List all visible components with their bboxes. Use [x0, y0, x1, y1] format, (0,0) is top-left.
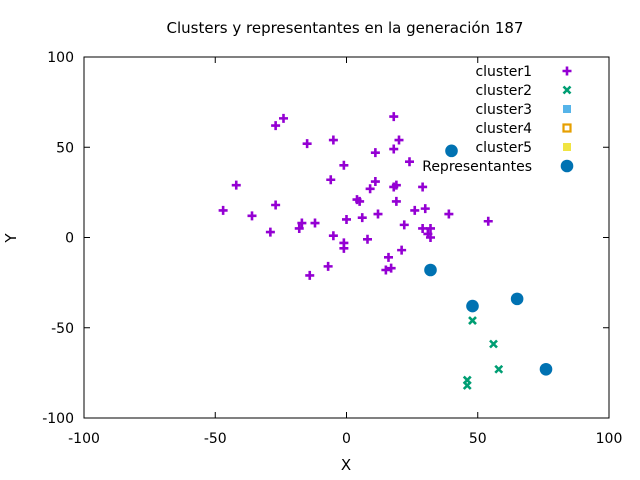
cluster1-point — [386, 263, 396, 273]
chart-title: Clusters y representantes en la generaci… — [167, 19, 524, 37]
legend-label: cluster5 — [475, 140, 532, 156]
legend-marker — [562, 123, 572, 133]
cluster1-point — [355, 196, 365, 206]
cluster1-point — [218, 205, 228, 215]
y-tick-label: 100 — [47, 50, 74, 66]
cluster1-point — [365, 184, 375, 194]
y-tick-label: -50 — [51, 321, 74, 337]
x-tick-label: -50 — [204, 431, 227, 447]
cluster1-point — [373, 209, 383, 219]
cluster1-point — [370, 148, 380, 158]
cluster1-point — [391, 196, 401, 206]
cluster1-point — [444, 209, 454, 219]
data-points — [218, 112, 553, 390]
cluster1-point — [370, 177, 380, 187]
series-cluster2 — [462, 316, 504, 390]
representantes-point — [539, 362, 553, 376]
x-tick-label: 0 — [342, 431, 351, 447]
x-axis-label: X — [341, 456, 351, 474]
legend-marker — [562, 85, 572, 95]
cluster1-point — [328, 135, 338, 145]
cluster1-point — [339, 160, 349, 170]
cluster1-point — [426, 223, 435, 233]
legend-label: cluster4 — [475, 121, 532, 137]
legend-marker — [563, 105, 571, 113]
cluster1-point — [328, 231, 338, 241]
cluster1-point — [418, 182, 428, 192]
cluster1-point — [397, 245, 407, 255]
cluster1-point — [294, 223, 304, 233]
cluster1-point — [297, 218, 307, 228]
cluster1-point — [389, 112, 399, 122]
cluster1-point — [426, 233, 435, 242]
cluster1-point — [342, 214, 351, 224]
cluster1-point — [271, 121, 281, 131]
cluster1-point — [265, 227, 275, 237]
legend-marker — [560, 159, 574, 173]
y-tick-label: -100 — [42, 411, 74, 427]
y-axis-label: Y — [2, 233, 20, 244]
cluster1-point — [247, 211, 257, 221]
cluster1-point — [420, 204, 430, 214]
representantes-point — [424, 263, 437, 277]
legend-label: cluster1 — [475, 64, 532, 80]
cluster1-point — [381, 265, 391, 275]
cluster1-point — [405, 157, 414, 167]
cluster2-point — [468, 316, 477, 325]
representantes-point — [445, 144, 458, 158]
cluster1-point — [279, 113, 288, 123]
cluster2-point — [462, 381, 472, 390]
series-representantes — [424, 144, 553, 376]
series-cluster1 — [218, 112, 493, 280]
cluster1-point — [310, 218, 320, 228]
cluster1-point — [326, 175, 336, 185]
cluster1-point — [384, 252, 393, 262]
legend-label: cluster3 — [475, 102, 532, 118]
legend-label: cluster2 — [475, 83, 532, 99]
y-tick-label: 0 — [65, 231, 74, 247]
cluster1-point — [483, 216, 493, 226]
x-tick-label: -100 — [68, 431, 100, 447]
cluster1-point — [302, 139, 312, 149]
axis-ticks: -100 -50 0 50 100 -100 -50 0 50 100 — [42, 50, 622, 447]
cluster1-point — [305, 270, 315, 280]
legend-marker — [563, 143, 571, 151]
x-tick-label: 100 — [596, 431, 623, 447]
legend: cluster1 cluster2 cluster3 cluster4 cluster5… — [422, 64, 574, 175]
cluster1-point — [357, 213, 367, 223]
cluster1-point — [418, 223, 428, 233]
cluster2-point — [489, 339, 498, 349]
cluster1-point — [339, 243, 349, 253]
representantes-point — [466, 299, 479, 313]
y-tick-label: 50 — [56, 140, 74, 156]
cluster2-point — [494, 364, 504, 374]
cluster1-point — [363, 234, 372, 244]
cluster1-point — [394, 135, 404, 145]
legend-marker — [562, 66, 572, 76]
legend-label: Representantes — [422, 159, 532, 175]
cluster1-point — [323, 261, 333, 271]
representantes-point — [510, 292, 524, 306]
cluster1-point — [271, 200, 281, 210]
x-tick-label: 50 — [469, 431, 487, 447]
cluster1-point — [389, 182, 399, 192]
cluster1-point — [389, 144, 399, 154]
cluster1-point — [231, 180, 241, 190]
cluster1-point — [410, 205, 420, 215]
cluster1-point — [399, 220, 409, 230]
